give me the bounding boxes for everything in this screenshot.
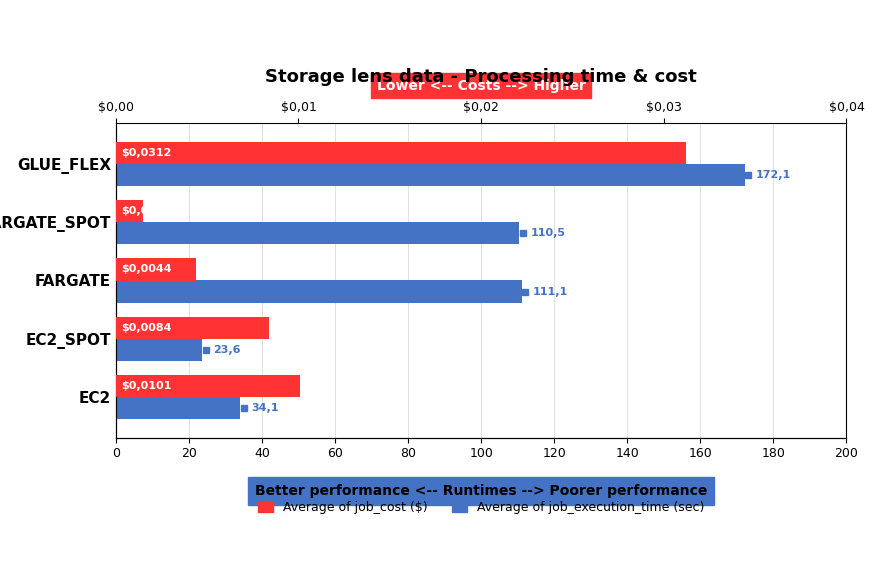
Bar — [116, 142, 686, 164]
Text: $0,0015: $0,0015 — [121, 206, 172, 217]
Bar — [116, 375, 300, 397]
Text: Lower <-- Costs --> Higher: Lower <-- Costs --> Higher — [377, 79, 585, 93]
Text: $0,0084: $0,0084 — [121, 323, 172, 333]
Text: $0,0044: $0,0044 — [121, 264, 172, 274]
Legend: Average of job_cost ($), Average of job_execution_time (sec): Average of job_cost ($), Average of job_… — [253, 496, 709, 519]
Bar — [116, 280, 522, 302]
Bar — [116, 222, 519, 245]
Bar — [116, 200, 143, 222]
Bar — [116, 397, 241, 419]
Text: 172,1: 172,1 — [756, 170, 790, 180]
Text: 111,1: 111,1 — [533, 287, 568, 297]
Title: Storage lens data - Processing time & cost: Storage lens data - Processing time & co… — [266, 68, 697, 86]
Text: Better performance <-- Runtimes --> Poorer performance: Better performance <-- Runtimes --> Poor… — [255, 484, 707, 498]
Text: $0,0312: $0,0312 — [121, 148, 172, 158]
Bar — [116, 339, 202, 361]
Bar — [116, 259, 196, 280]
Text: 23,6: 23,6 — [213, 344, 241, 355]
Bar — [116, 164, 745, 186]
Bar — [116, 316, 269, 339]
Text: 110,5: 110,5 — [530, 228, 566, 238]
Text: 34,1: 34,1 — [251, 403, 279, 413]
Text: $0,0101: $0,0101 — [121, 381, 172, 391]
